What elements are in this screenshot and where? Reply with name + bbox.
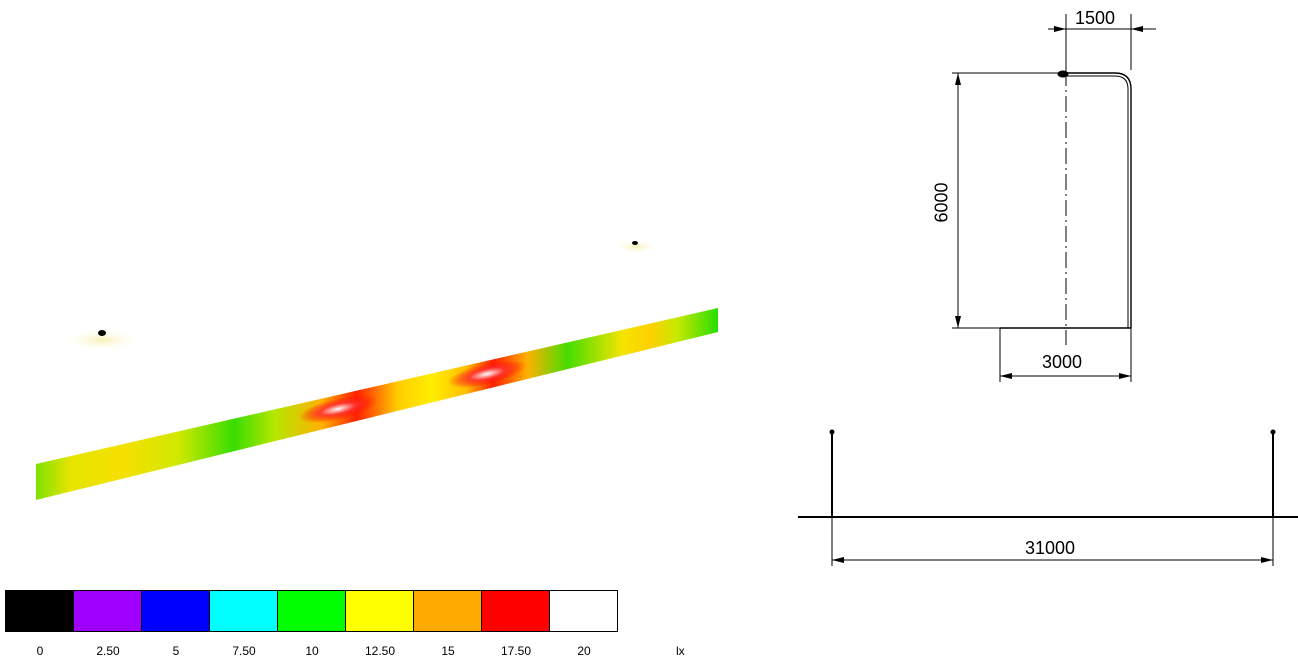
road-isolux-strip — [36, 308, 718, 500]
legend-label: 0 — [36, 644, 44, 658]
legend-label: 10 — [305, 644, 319, 658]
luminaire-left — [98, 330, 106, 336]
luminaire-section — [1057, 70, 1069, 78]
dim-setback: 3000 — [1042, 352, 1083, 372]
legend-swatch — [549, 590, 618, 632]
legend-label: 20 — [577, 644, 591, 658]
dim-arm-overhang: 1500 — [1075, 8, 1116, 28]
legend-unit: lx — [676, 644, 685, 658]
legend-label: 2.50 — [96, 644, 120, 658]
pole-outline — [1066, 72, 1132, 328]
dim-pole-spacing: 31000 — [1025, 538, 1076, 558]
legend-label: 15 — [441, 644, 455, 658]
pole-cross-section — [952, 14, 1156, 382]
pole-elevation — [798, 433, 1298, 566]
legend-swatch — [141, 590, 210, 632]
dim-pole-height: 6000 — [931, 182, 952, 223]
legend-swatch — [345, 590, 414, 632]
legend-swatch — [481, 590, 550, 632]
hotspot-1 — [298, 395, 378, 423]
legend-label: 17.50 — [500, 644, 532, 658]
legend-swatch — [413, 590, 482, 632]
legend-label: 5 — [172, 644, 180, 658]
legend-swatch — [5, 590, 74, 632]
luminaire-glow-right — [616, 241, 656, 253]
elevation-markers — [829, 429, 1276, 563]
legend-label: 12.50 — [364, 644, 396, 658]
dimension-arrows-section — [955, 26, 1143, 379]
legend-swatch — [209, 590, 278, 632]
legend-swatch — [277, 590, 346, 632]
hotspot-2 — [447, 360, 527, 388]
luminaire-right — [632, 241, 638, 245]
legend-label: 7.50 — [232, 644, 256, 658]
legend-swatch — [73, 590, 142, 632]
luminaire-glow-left — [66, 330, 138, 350]
